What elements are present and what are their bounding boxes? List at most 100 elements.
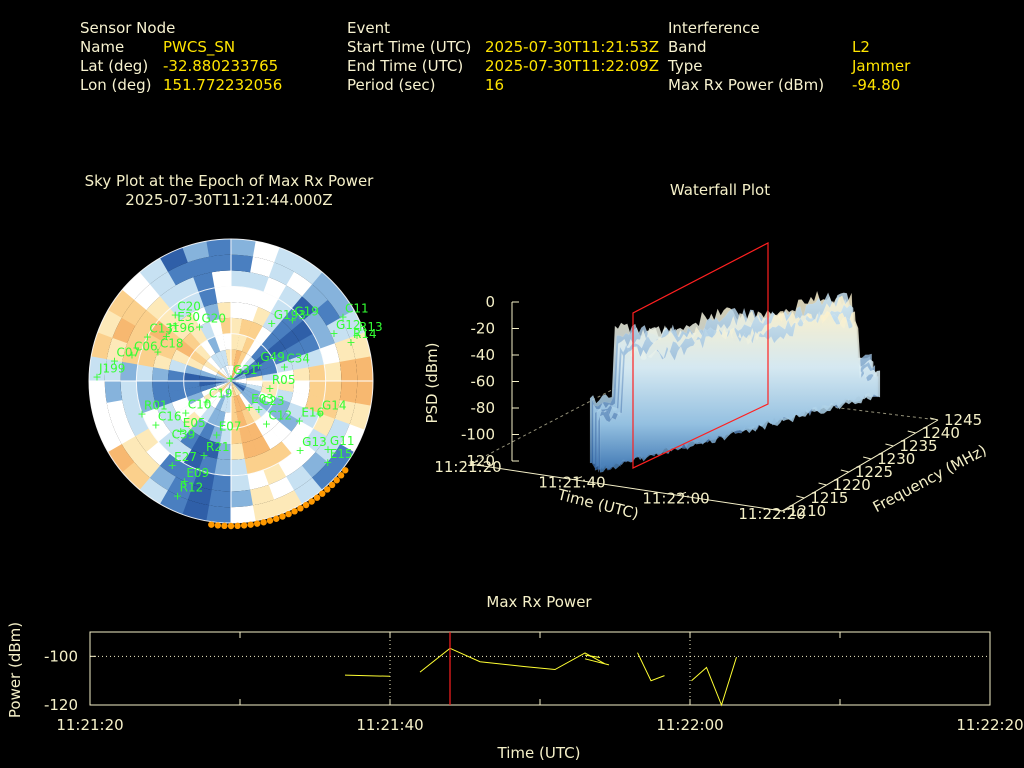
interference-maxrx-label: Max Rx Power (dBm) [668,76,825,94]
max-rx-segment-3 [584,658,610,666]
satellite-c07: +C07 [110,345,140,367]
satellite-marker: + [127,348,136,361]
satellite-e09: +E09 [180,466,209,488]
satellite-marker: + [254,403,263,416]
satellite-j199: +J199 [92,361,125,383]
satellite-g31: +G31 [226,363,257,385]
satellite-marker: + [296,444,305,457]
max-rx-segment-5 [691,656,737,707]
satellite-marker: + [176,425,185,438]
satellite-marker: + [143,331,152,344]
satellite-label: G13 [302,435,327,449]
event-title: Event [347,19,390,37]
satellite-e05: +E05 [176,416,205,438]
max-rx-x-tick: 11:22:00 [656,716,723,734]
waterfall-x-tick: 11:22:00 [642,489,709,507]
satellite-marker: + [265,382,274,395]
waterfall-z-tick: -60 [471,373,496,391]
satellite-marker: + [151,418,160,431]
max-rx-series [344,632,737,707]
satellite-marker: + [346,336,355,349]
satellite-label: J196 [167,321,194,335]
satellite-marker: + [226,372,235,385]
satellite-label: G11 [330,434,355,448]
max-rx-segment-1 [419,647,605,673]
satellite-label: E27 [174,450,197,464]
event-start-label: Start Time (UTC) [347,38,472,56]
satellite-label: C07 [116,345,140,359]
sensor-name-label: Name [80,38,125,56]
satellite-g20: +G20 [195,311,226,333]
satellite-label: C16 [158,409,182,423]
event-period-label: Period (sec) [347,76,436,94]
satellite-marker: + [262,417,271,430]
sky-plot-background [88,238,374,524]
sensor-node-title: Sensor Node [80,19,176,37]
satellite-marker: + [352,329,361,342]
satellite-marker: + [315,407,324,420]
satellite-c13: +C13 [143,322,173,344]
satellite-marker: + [280,361,289,374]
satellite-marker: + [199,449,208,462]
satellite-e15: +E15 [323,447,352,469]
max-rx-xlabel: Time (UTC) [497,744,581,762]
waterfall-x-tick: 11:22:20 [738,505,805,523]
satellite-c16: +C16 [151,409,181,431]
satellite-c10: +C10 [181,398,211,420]
satellite-marker: + [323,443,332,456]
satellite-marker: + [254,359,263,372]
interference-type-label: Type [668,57,703,75]
event-start-value: 2025-07-30T11:21:53Z [485,38,659,56]
waterfall-y-tick: 1235 [899,437,937,455]
satellite-marker: + [195,320,204,333]
satellite-label: G12 [336,318,361,332]
satellite-marker: + [92,370,101,383]
satellite-label: G14 [322,398,347,412]
satellite-label: J199 [98,361,125,375]
satellite-marker: + [173,489,182,502]
satellite-label: E07 [219,419,242,433]
satellite-label: R14 [353,327,377,341]
satellite-marker: + [165,436,174,449]
satellite-label: G19 [294,305,319,319]
satellite-c20: +C20 [171,300,201,322]
satellite-label: R21 [206,440,230,454]
satellite-e16: +E16 [295,405,324,427]
satellite-r05: +R05 [265,373,295,395]
satellite-label: C34 [286,352,310,366]
satellite-marker: + [244,401,253,414]
waterfall-x-tick: 11:21:40 [538,474,605,492]
satellite-label: C11 [345,301,369,315]
satellite-label: R01 [144,398,168,412]
satellite-marker: + [202,395,211,408]
satellite-label: C12 [268,408,292,422]
satellite-g193: +G193 [267,308,306,330]
satellite-g14: +G14 [315,398,346,420]
satellite-marker: + [171,319,180,332]
event-end-label: End Time (UTC) [347,57,464,75]
satellite-label: C19 [209,386,233,400]
satellite-label: R13 [359,320,383,334]
waterfall-time-marker [632,242,769,469]
satellite-c34: +C34 [280,352,310,374]
interference-band-label: Band [668,38,707,56]
max-rx-x-tick: 11:21:20 [56,716,123,734]
satellite-c23: +C23 [254,394,284,416]
event-period-value: 16 [485,76,505,94]
satellite-label: E05 [183,416,206,430]
satellite-r14: +R14 [346,327,376,349]
waterfall-y-tick: 1240 [922,424,960,442]
sensor-name-value: PWCS_SN [163,38,236,56]
waterfall-z-tick: -20 [471,320,496,338]
satellite-label: G31 [233,363,258,377]
max-rx-ticks: 11:21:20 11:21:40 11:22:00 11:22:20 -100 -120 [44,647,1024,734]
waterfall-axes: 0-20-40-60-80-100-12011:21:2011:21:4011:… [434,293,982,523]
satellite-c18: +C18 [153,336,183,358]
waterfall-x-tick: 11:21:20 [434,458,501,476]
satellite-marker: + [180,475,189,488]
satellite-marker: + [338,310,347,323]
waterfall-y-tick: 1220 [833,476,871,494]
satellite-c11: +C11 [338,301,368,323]
